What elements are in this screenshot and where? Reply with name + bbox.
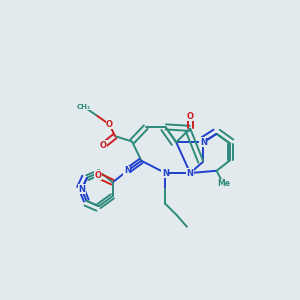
Text: O: O [100,141,107,150]
Text: O: O [106,120,113,129]
Text: N: N [78,185,85,194]
Text: N: N [162,169,169,178]
Text: O: O [94,171,101,180]
Text: Me: Me [217,179,230,188]
Text: N: N [124,166,131,175]
Text: N: N [200,138,207,147]
Text: CH₃: CH₃ [77,104,91,110]
Text: N: N [187,169,194,178]
Text: O: O [187,112,194,121]
